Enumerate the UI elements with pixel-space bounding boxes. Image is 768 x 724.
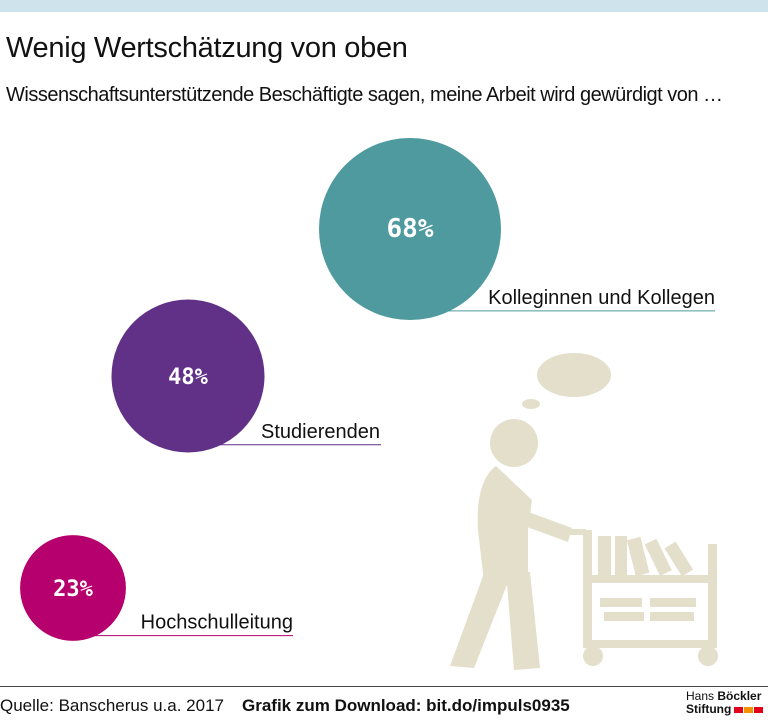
logo-word-boeckler: Böckler — [717, 689, 762, 703]
bubble-kolleginnen-und-kollegen — [319, 138, 501, 320]
top-accent-bar — [0, 0, 768, 12]
logo-color-bars — [734, 703, 764, 716]
value-label-hochschulleitung: 23% — [53, 577, 93, 602]
logo-word-hans: Hans — [686, 689, 715, 703]
value-label-studierenden: 48% — [168, 365, 208, 390]
category-label-hochschulleitung: Hochschulleitung — [141, 612, 293, 634]
bubble-hochschulleitung — [20, 535, 126, 641]
value-label-kolleginnen-und-kollegen: 68% — [387, 214, 434, 244]
bubble-studierenden — [111, 299, 265, 453]
download-link[interactable]: Grafik zum Download: bit.do/impuls0935 — [241, 696, 570, 715]
chart-title: Wenig Wertschätzung von oben — [6, 32, 408, 64]
footer: Quelle: Banscherus u.a. 2017 Grafik zum D… — [0, 695, 570, 717]
logo-word-stiftung: Stiftung — [686, 702, 732, 716]
chart-subtitle: Wissenschaftsunterstützende Beschäftigte… — [6, 84, 723, 106]
category-label-kolleginnen-und-kollegen: Kolleginnen und Kollegen — [488, 287, 715, 309]
source-note: Quelle: Banscherus u.a. 2017 — [0, 696, 224, 715]
category-label-studierenden: Studierenden — [261, 421, 380, 443]
footer-divider — [0, 686, 768, 687]
person-with-book-cart-illustration — [450, 353, 718, 670]
hans-boeckler-stiftung-logo: Hans Böckler Stiftung — [686, 690, 766, 716]
